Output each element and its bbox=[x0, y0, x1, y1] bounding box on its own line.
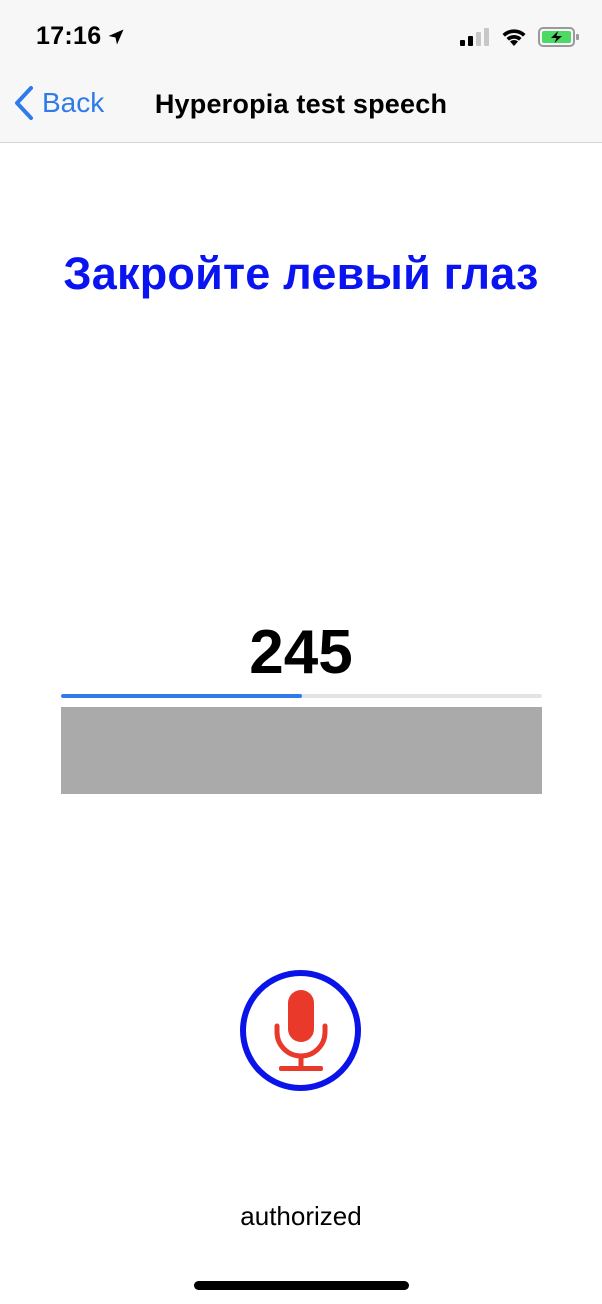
microphone-icon bbox=[274, 989, 327, 1071]
back-button-label[interactable]: Back bbox=[42, 87, 105, 118]
instruction-text: Закройте левый глаз bbox=[63, 248, 539, 299]
status-time-label: 17:16 bbox=[36, 22, 102, 50]
page-title: Hyperopia test speech bbox=[154, 89, 448, 119]
home-indicator[interactable] bbox=[194, 1281, 409, 1290]
battery-charging-icon bbox=[538, 27, 579, 47]
wifi-icon bbox=[502, 29, 526, 46]
back-button[interactable]: Back bbox=[14, 86, 104, 120]
status-indicators bbox=[460, 26, 580, 48]
recognized-speech-area bbox=[61, 707, 542, 794]
microphone-button[interactable] bbox=[240, 970, 361, 1091]
chevron-left-icon bbox=[15, 86, 33, 120]
authorization-status: authorized bbox=[240, 1201, 362, 1231]
status-time: 17:16 bbox=[36, 22, 125, 51]
cellular-signal-icon bbox=[460, 28, 489, 46]
progress-bar bbox=[61, 694, 542, 698]
navigation-header: 17:16 bbox=[0, 0, 602, 143]
location-arrow-icon bbox=[108, 29, 124, 44]
progress-bar-fill bbox=[61, 694, 302, 698]
counter-value: 245 bbox=[249, 618, 353, 687]
